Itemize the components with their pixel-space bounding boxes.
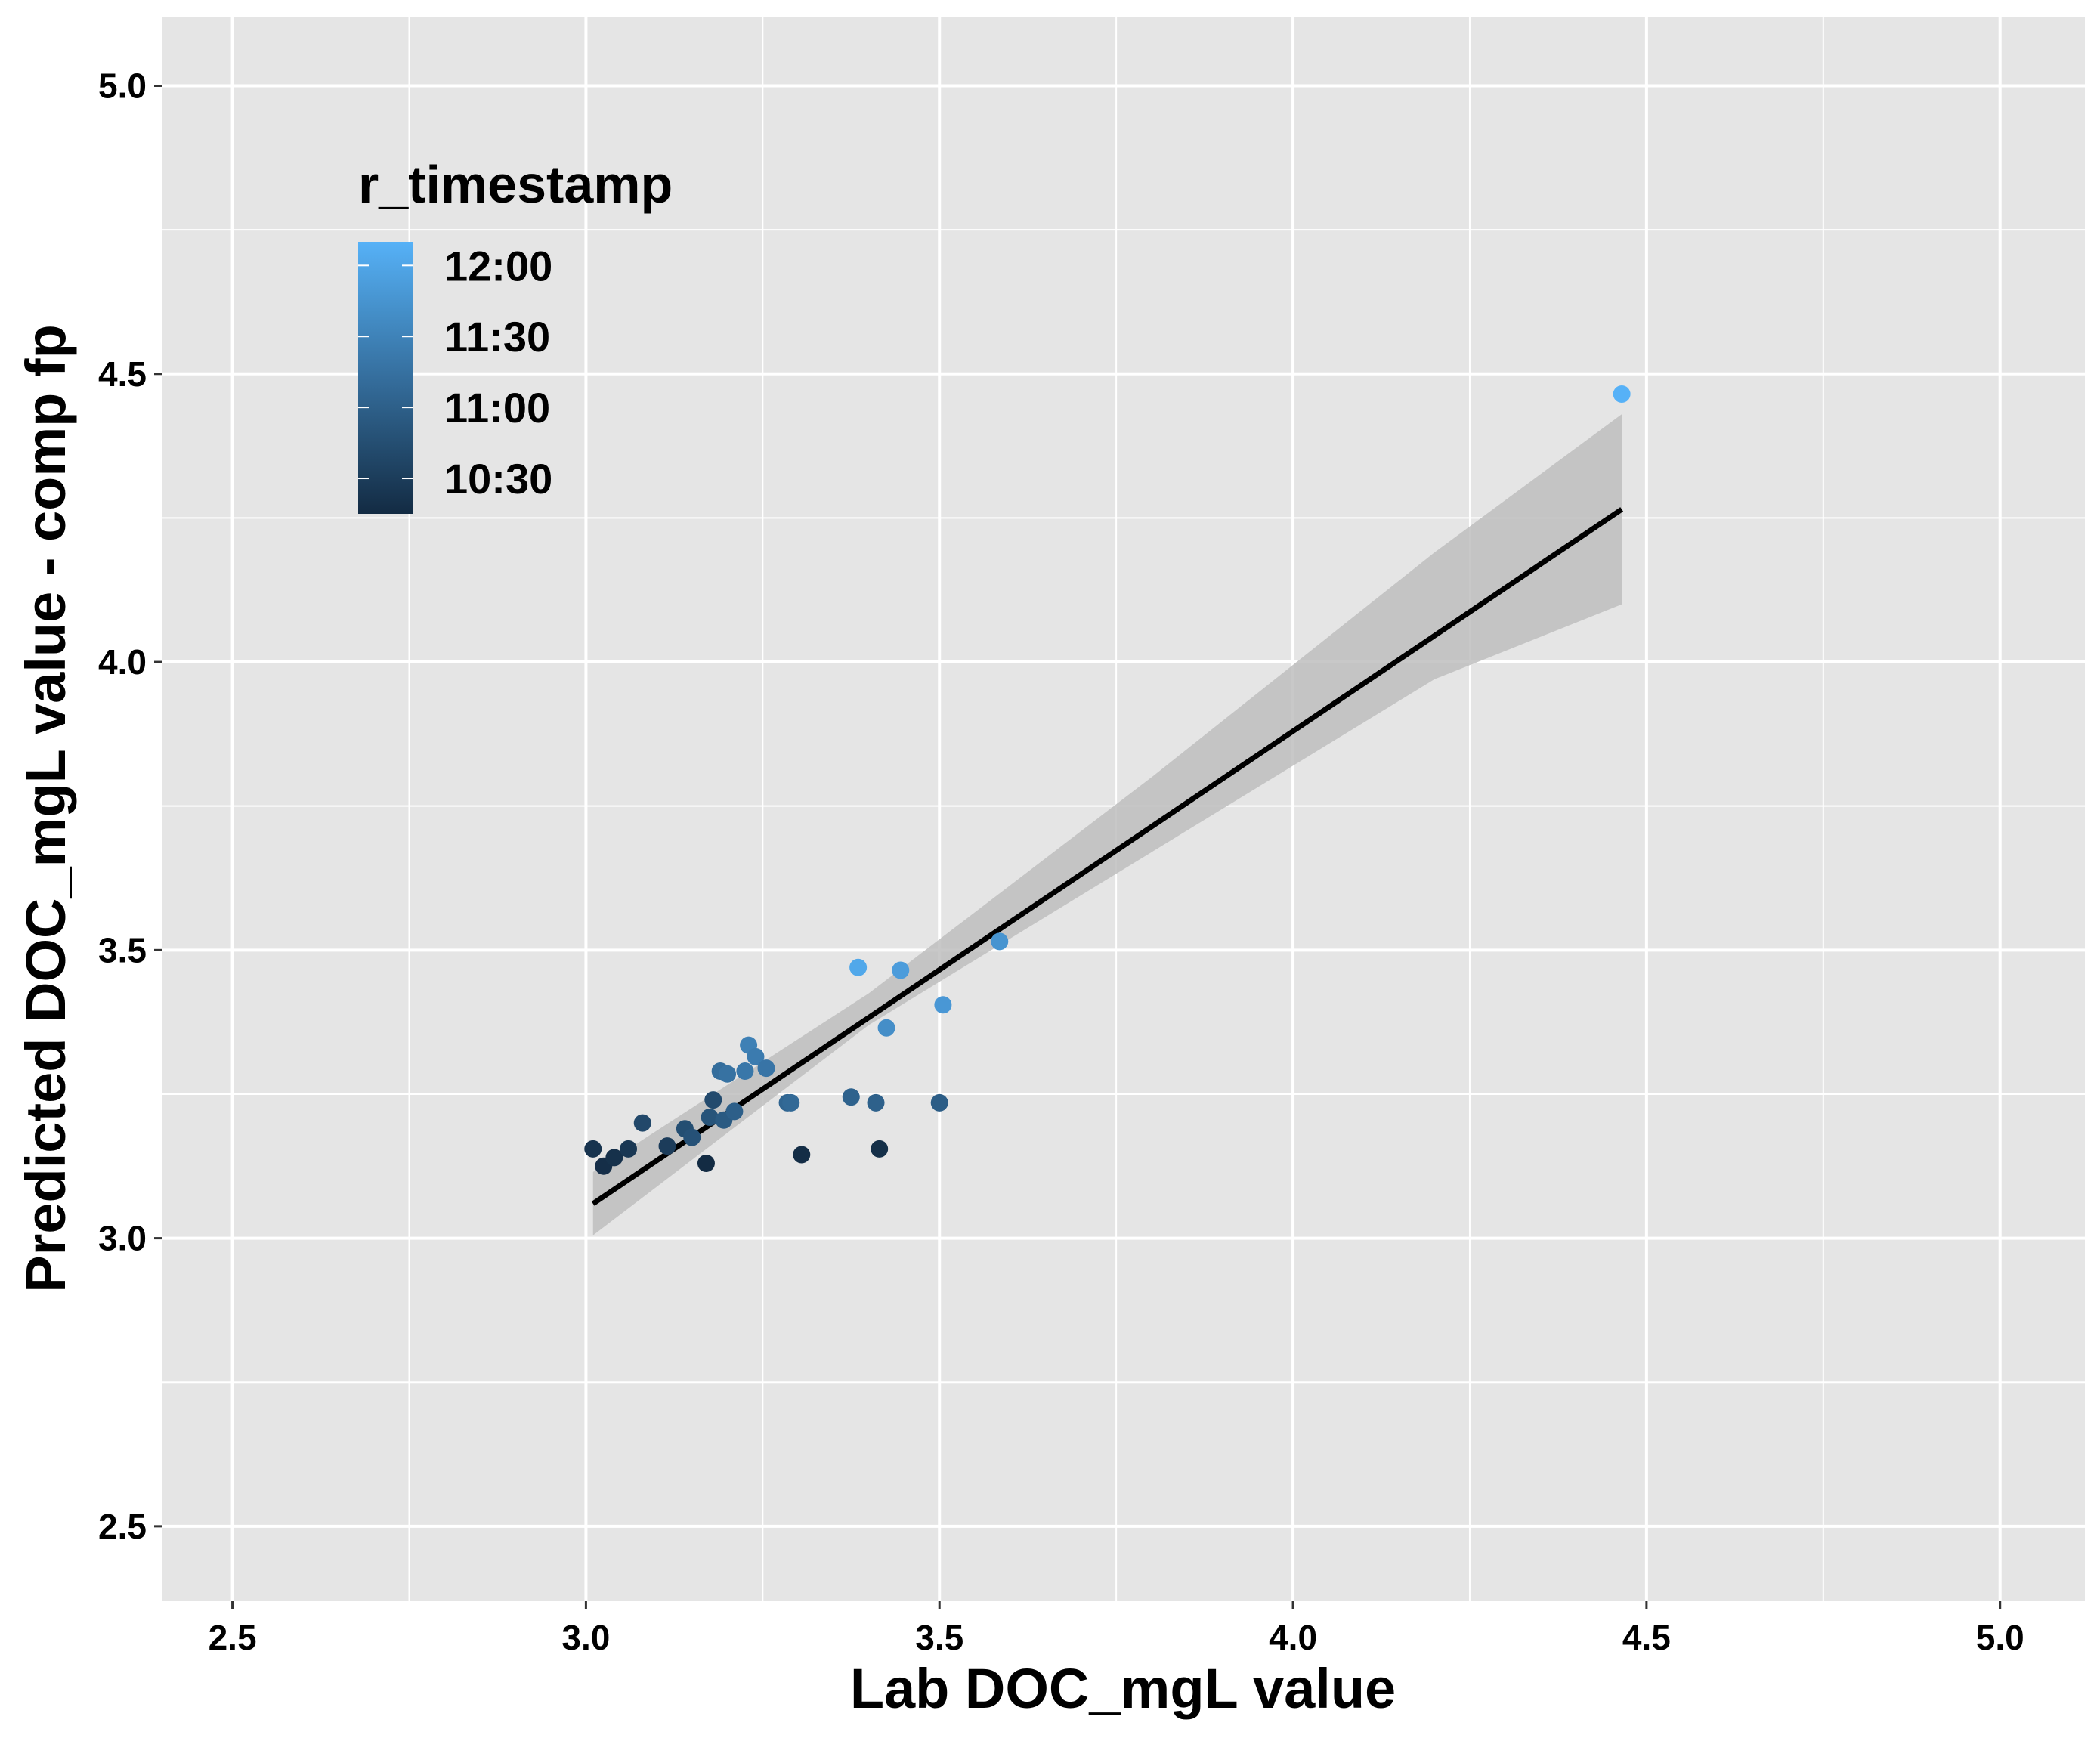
legend-label: 12:00 <box>444 242 552 289</box>
x-tick-label: 2.5 <box>209 1618 257 1657</box>
data-point <box>871 1140 889 1158</box>
data-point <box>736 1062 754 1080</box>
x-axis: 2.5 3.0 3.5 4.0 4.5 5.0 <box>209 1601 2024 1657</box>
legend-colorbar <box>358 242 413 514</box>
x-tick-label: 4.0 <box>1269 1618 1317 1657</box>
x-tick-label: 3.0 <box>561 1618 610 1657</box>
data-point <box>991 932 1009 951</box>
legend-title: r_timestamp <box>358 155 673 214</box>
data-point <box>633 1114 651 1132</box>
data-point <box>701 1108 719 1126</box>
data-point <box>697 1154 715 1172</box>
y-tick-label: 4.0 <box>98 642 147 682</box>
y-tick-label: 2.5 <box>98 1507 147 1546</box>
data-point <box>867 1093 885 1112</box>
data-point <box>704 1091 722 1109</box>
legend-label: 11:30 <box>444 313 550 360</box>
data-point <box>620 1140 638 1158</box>
y-axis: 2.5 3.0 3.5 4.0 4.5 5.0 <box>98 66 162 1546</box>
x-tick-label: 3.5 <box>915 1618 963 1657</box>
x-tick-label: 4.5 <box>1622 1618 1671 1657</box>
data-point <box>842 1088 860 1106</box>
x-tick-label: 5.0 <box>1976 1618 2024 1657</box>
data-point <box>757 1059 775 1078</box>
data-point <box>934 996 952 1014</box>
data-points-layer <box>584 385 1631 1175</box>
data-point <box>658 1137 676 1155</box>
major-gridlines <box>162 17 2085 1601</box>
data-point <box>605 1149 623 1167</box>
data-point <box>719 1065 737 1083</box>
y-axis-title: Predicted DOC_mgL value - comp fp <box>14 324 77 1293</box>
data-point <box>584 1140 602 1158</box>
y-tick-label: 3.0 <box>98 1219 147 1258</box>
data-point <box>725 1102 744 1121</box>
data-point <box>747 1047 765 1065</box>
data-point <box>849 958 868 976</box>
trend-line-layer <box>591 507 1624 1206</box>
legend: r_timestamp 12:00 11:30 11:00 10:30 <box>358 155 673 514</box>
data-point <box>683 1128 701 1146</box>
y-tick-label: 4.5 <box>98 354 147 394</box>
data-point <box>1613 385 1631 403</box>
x-axis-title: Lab DOC_mgL value <box>850 1657 1396 1720</box>
trend-line <box>591 507 1624 1206</box>
data-point <box>930 1093 948 1112</box>
legend-label: 10:30 <box>444 455 552 503</box>
y-tick-label: 3.5 <box>98 930 147 970</box>
data-point <box>793 1146 811 1164</box>
legend-ticks: 12:00 11:30 11:00 10:30 <box>358 242 552 503</box>
data-point <box>877 1019 895 1037</box>
data-point <box>892 961 910 979</box>
y-tick-label: 5.0 <box>98 66 147 106</box>
legend-label: 11:00 <box>444 384 550 431</box>
data-point <box>782 1093 800 1112</box>
